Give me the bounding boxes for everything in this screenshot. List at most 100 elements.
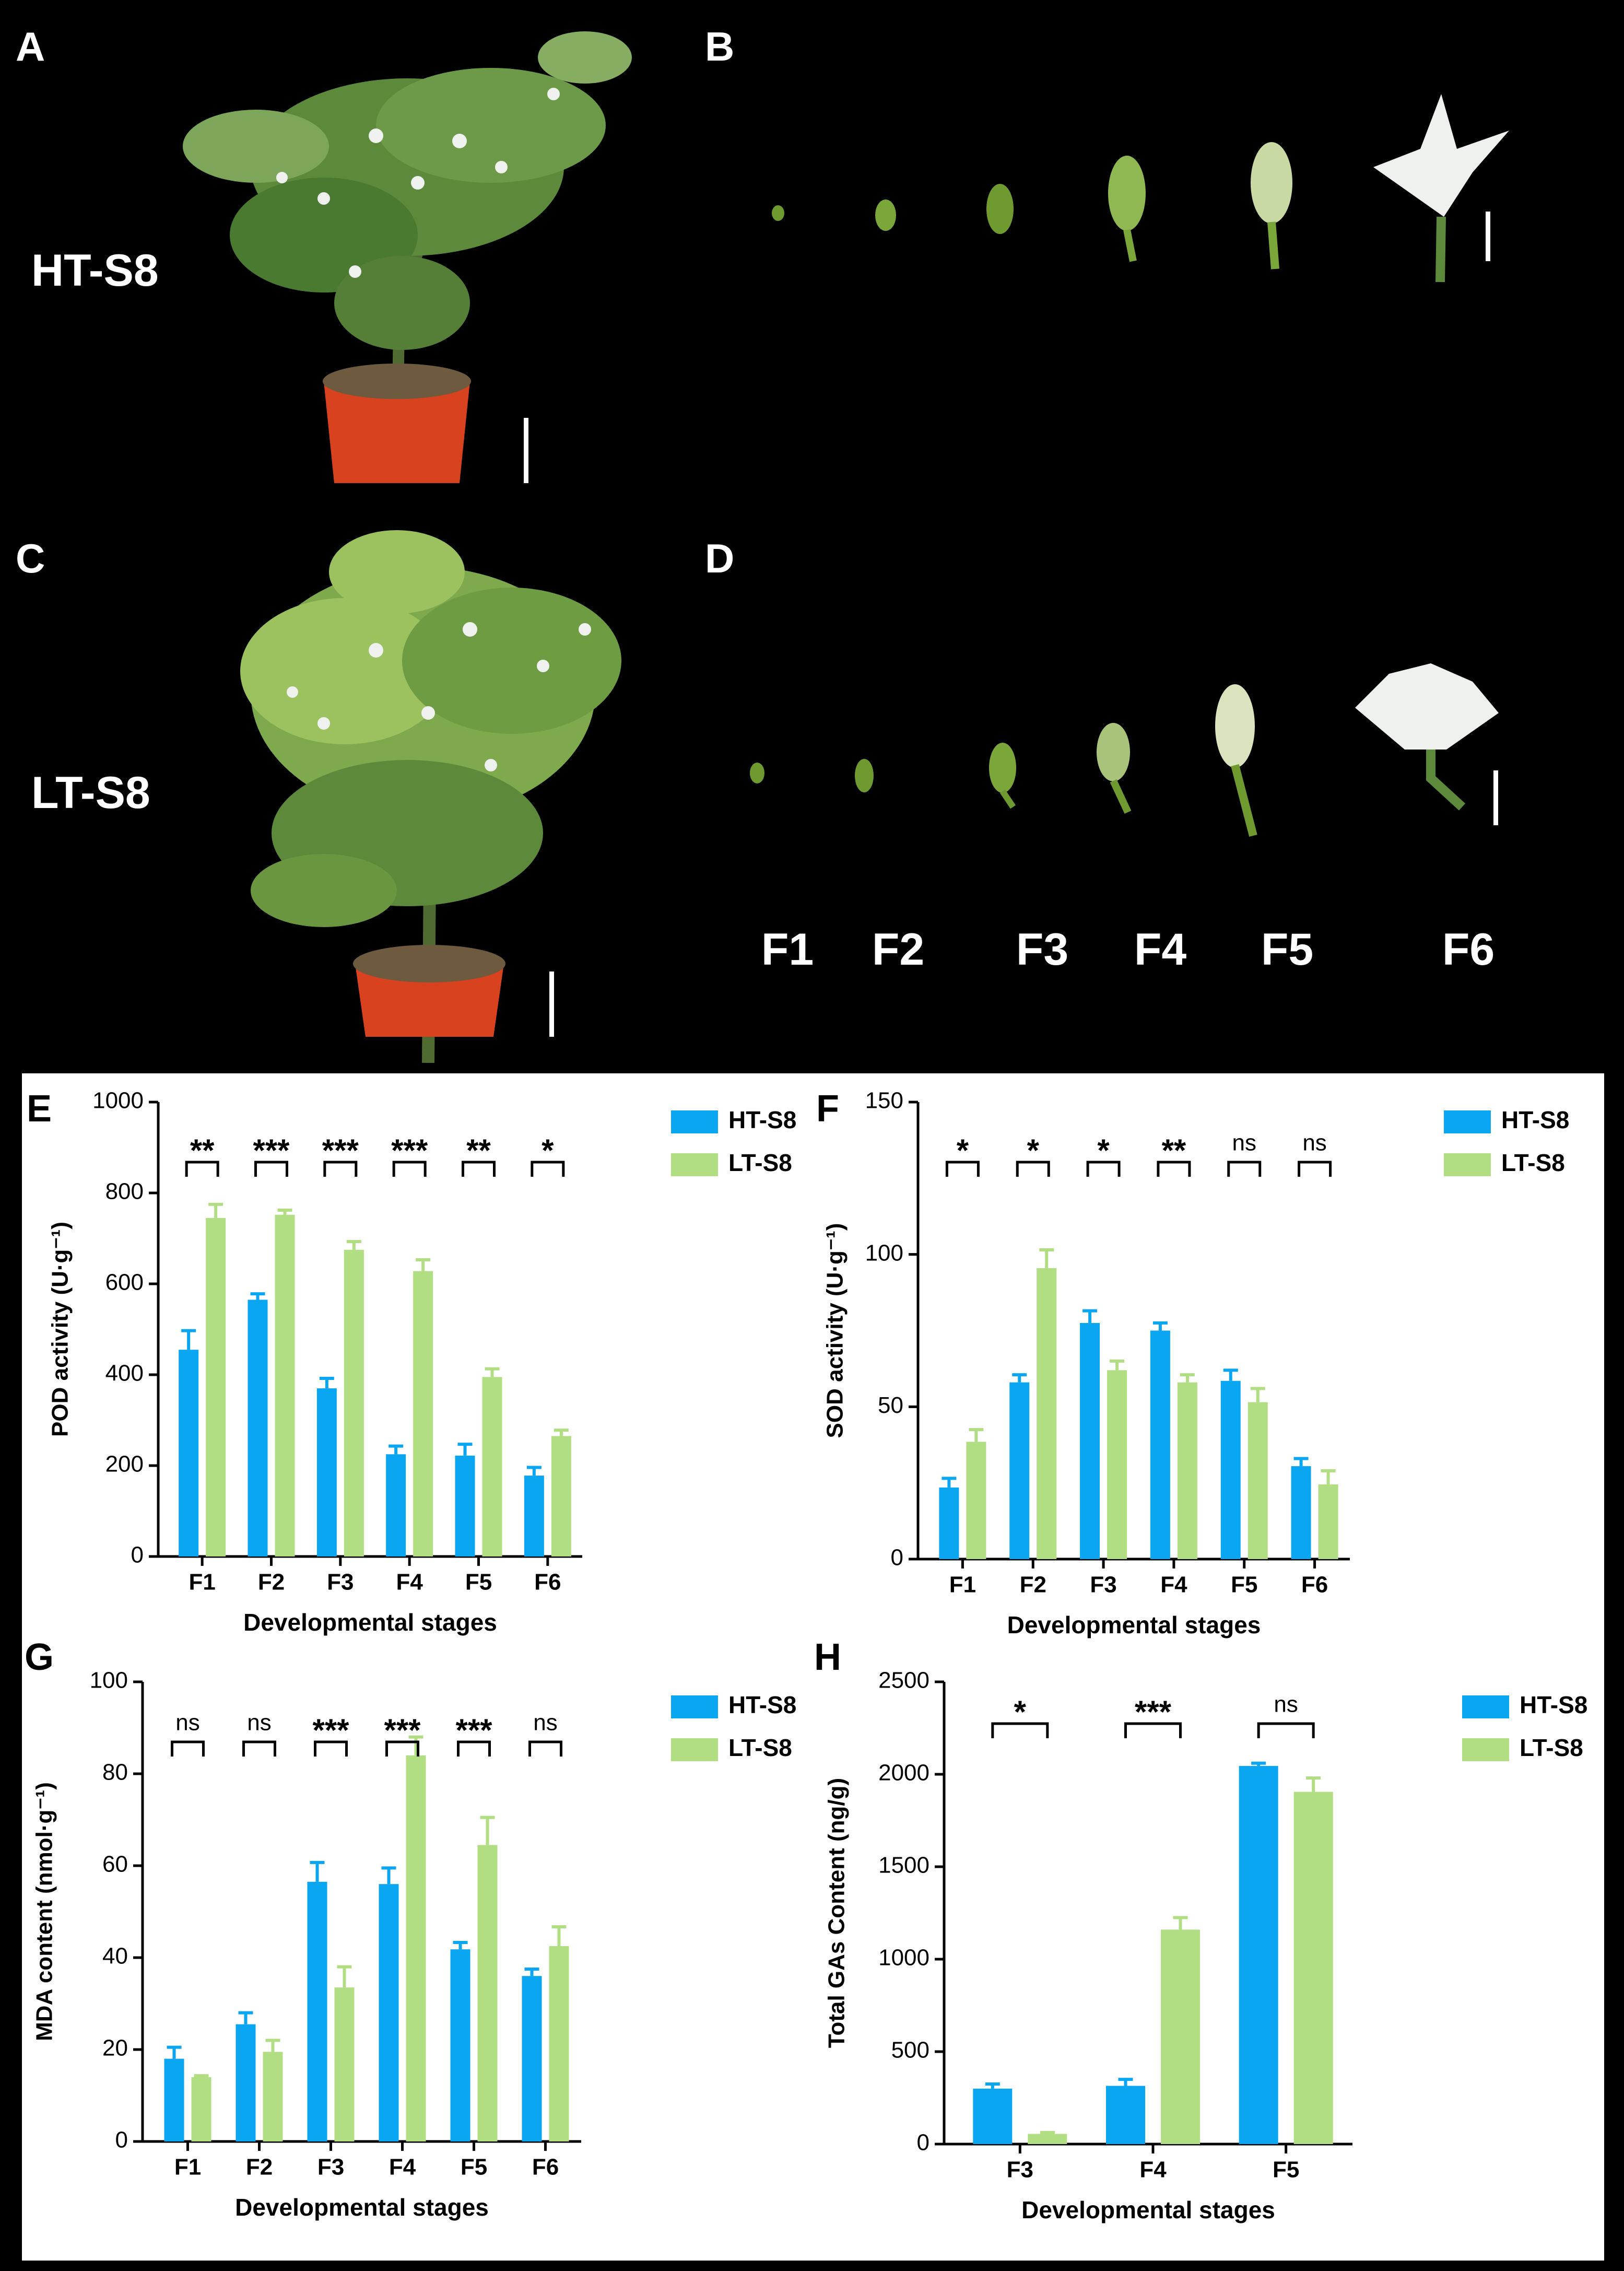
- bar-ht-s8-f6: [522, 1976, 542, 2141]
- bar-lt-s8-f3: [334, 1987, 355, 2141]
- bar-lt-s8-f6: [1318, 1484, 1338, 1559]
- panel-letter-e: E: [27, 1088, 52, 1130]
- bar-lt-s8-f2: [275, 1214, 295, 1556]
- x-tick-label-f1: F1: [189, 1570, 215, 1595]
- chart-f: F 0 50 100 150 SOD activity (U·g⁻¹) F1 * F2 * F3 * F…: [816, 1088, 1569, 1639]
- bar-ht-s8-f3: [1080, 1322, 1100, 1559]
- x-axis-label: Developmental stages: [1021, 2196, 1275, 2223]
- y-tick-label: 50: [878, 1392, 903, 1418]
- legend-label-lt-s8: LT-S8: [728, 1734, 792, 1761]
- bar-ht-s8-f6: [524, 1476, 544, 1556]
- panel-letter-a: A: [16, 24, 45, 69]
- significance-label: ns: [533, 1710, 557, 1736]
- significance-bracket: [1157, 1161, 1191, 1177]
- significance-bracket: [1227, 1161, 1262, 1177]
- x-tick-label-f6: F6: [532, 2155, 559, 2180]
- stage-label-f3: F3: [1016, 924, 1069, 975]
- significance-bracket: [945, 1161, 980, 1177]
- x-tick-label-f5: F5: [465, 1570, 492, 1595]
- lt-flower-development-image: [750, 663, 1499, 837]
- legend-label-ht-s8: HT-S8: [728, 1106, 796, 1133]
- y-tick-label: 0: [131, 1542, 144, 1568]
- bar-lt-s8-f4: [1177, 1382, 1197, 1559]
- bar-lt-s8-f1: [206, 1218, 226, 1556]
- photo-panel-c: C LT-S8: [10, 494, 674, 1063]
- significance-label: **: [466, 1133, 491, 1168]
- significance-bracket: [1257, 1722, 1315, 1738]
- bar-ht-s8-f2: [248, 1300, 268, 1556]
- panel-letter-h: H: [814, 1636, 841, 1678]
- significance-bracket: [254, 1161, 288, 1177]
- x-tick-label-f4: F4: [1160, 1572, 1187, 1598]
- y-axis-label: POD activity (U·g⁻¹): [48, 1222, 73, 1437]
- bar-lt-s8-f5: [482, 1377, 502, 1556]
- y-tick-label: 600: [105, 1270, 144, 1295]
- chart-g: G 0 20 40 60 80 100 MDA content (nmol·g⁻¹) F1 ns F…: [25, 1636, 796, 2221]
- significance-label: *: [1027, 1133, 1040, 1168]
- stage-label-f6: F6: [1442, 924, 1495, 975]
- y-tick-label: 200: [105, 1451, 144, 1477]
- significance-label: *: [957, 1133, 969, 1168]
- bar-lt-s8-f5: [1293, 1792, 1333, 2144]
- x-tick-label-f3: F3: [1007, 2157, 1033, 2183]
- y-tick-label: 100: [865, 1240, 903, 1266]
- legend-label-ht-s8: HT-S8: [1520, 1691, 1587, 1718]
- bar-lt-s8-f4: [413, 1271, 433, 1556]
- bar-ht-s8-f5: [450, 1949, 470, 2141]
- y-axis-label: Total GAs Content (ng/g): [824, 1778, 850, 2048]
- y-tick-label: 1000: [878, 1945, 929, 1971]
- stage-label-f1: F1: [761, 924, 814, 975]
- photo-panel-d: D F1 F2 F3 F4 F5 F6: [679, 494, 1614, 1063]
- significance-bracket: [462, 1161, 496, 1177]
- x-tick-label-f3: F3: [1090, 1572, 1116, 1598]
- y-tick-label: 2500: [878, 1668, 929, 1693]
- legend-swatch-lt-s8: [1444, 1153, 1491, 1176]
- bar-lt-s8-f2: [1037, 1268, 1057, 1559]
- plant-label-ht: HT-S8: [31, 245, 159, 296]
- legend-label-ht-s8: HT-S8: [1501, 1106, 1569, 1133]
- legend-swatch-ht-s8: [671, 1110, 718, 1133]
- significance-bracket: [185, 1161, 219, 1177]
- stage-label-f4: F4: [1134, 924, 1187, 975]
- significance-label: **: [1162, 1133, 1186, 1168]
- bar-ht-s8-f1: [164, 2058, 184, 2141]
- significance-label: ***: [253, 1133, 290, 1168]
- x-tick-label-f3: F3: [317, 2155, 344, 2180]
- significance-label: ***: [391, 1133, 428, 1168]
- significance-label: ns: [1232, 1130, 1256, 1156]
- significance-bracket: [242, 1740, 276, 1757]
- significance-label: ns: [1302, 1130, 1326, 1156]
- significance-bracket: [528, 1740, 562, 1757]
- panel-letter-d: D: [705, 535, 735, 581]
- significance-bracket: [1124, 1722, 1182, 1738]
- significance-label: ns: [247, 1710, 271, 1736]
- chart-e: E 0 200 400 600 800 1000 POD activity (U·g⁻¹) F1…: [27, 1088, 796, 1636]
- chart-h: H 0 500 1000 1500 2000 2500 Total GAs Content (…: [814, 1636, 1587, 2223]
- y-tick-label: 500: [891, 2038, 929, 2063]
- significance-label: ***: [322, 1133, 359, 1168]
- x-tick-label-f1: F1: [949, 1572, 976, 1598]
- significance-label: ***: [312, 1713, 349, 1748]
- x-axis-label: Developmental stages: [1007, 1611, 1261, 1638]
- bar-lt-s8-f1: [966, 1442, 986, 1559]
- legend-label-lt-s8: LT-S8: [728, 1149, 792, 1176]
- x-tick-label-f5: F5: [461, 2155, 487, 2180]
- bar-ht-s8-f1: [939, 1487, 959, 1559]
- y-tick-label: 0: [917, 2130, 929, 2156]
- bar-lt-s8-f4: [1161, 1929, 1200, 2144]
- bar-ht-s8-f6: [1291, 1466, 1311, 1559]
- bar-ht-s8-f3: [307, 1881, 327, 2141]
- x-tick-label-f2: F2: [1020, 1572, 1046, 1598]
- x-tick-label-f4: F4: [396, 1570, 423, 1595]
- y-tick-label: 60: [102, 1852, 128, 1877]
- significance-bracket: [323, 1161, 358, 1177]
- bar-ht-s8-f4: [379, 1884, 399, 2141]
- legend-swatch-ht-s8: [1444, 1110, 1491, 1133]
- photo-panel-b: B: [679, 10, 1614, 483]
- x-tick-label-f2: F2: [258, 1570, 285, 1595]
- bar-lt-s8-f6: [549, 1946, 569, 2141]
- x-tick-label-f2: F2: [246, 2155, 273, 2180]
- plant-label-lt: LT-S8: [31, 768, 150, 818]
- significance-bracket: [314, 1740, 348, 1757]
